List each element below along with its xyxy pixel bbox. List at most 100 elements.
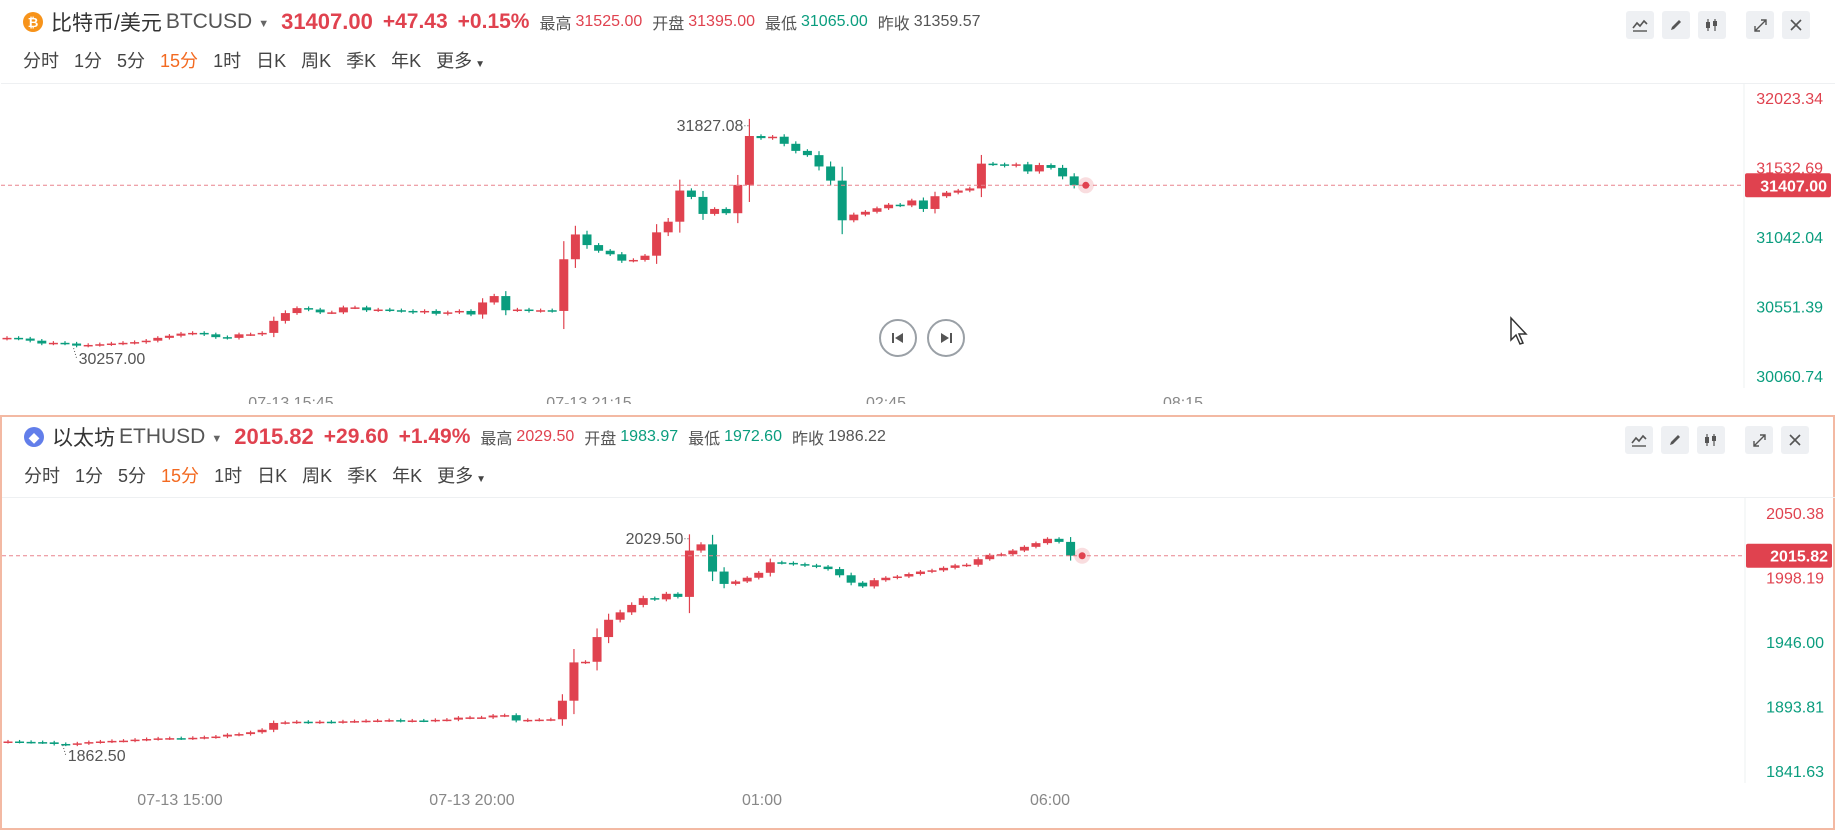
candle-body	[661, 593, 671, 600]
eth-candlestick-svg[interactable]: 2050.38 1998.19 1946.00 1893.81 1841.63 07-13…	[2, 498, 1833, 818]
period-tab[interactable]: 季K	[346, 51, 377, 71]
candle-body	[684, 550, 694, 597]
period-tab[interactable]: 更多 ▼	[436, 51, 486, 71]
candle-body	[38, 742, 48, 744]
candle-body	[686, 190, 696, 197]
period-tab[interactable]: 1分	[74, 51, 103, 71]
y-axis-tick-label: 30060.74	[1756, 369, 1823, 386]
chevron-down-icon[interactable]: ▼	[475, 59, 486, 70]
candle-body	[988, 163, 998, 166]
draw-pen-icon[interactable]	[1662, 11, 1690, 39]
x-axis-tick-label: 07-13 21:15	[546, 395, 632, 404]
candle-body	[420, 310, 430, 313]
btc-candlestick-svg[interactable]: 32023.34 31532.69 31042.04 30551.39 30060.74…	[1, 84, 1835, 404]
eth-symbol-selector[interactable]: ETHUSD	[119, 425, 206, 448]
indicator-icon[interactable]	[1625, 426, 1653, 454]
y-axis-tick-label: 32023.34	[1756, 91, 1823, 108]
candle-body	[581, 661, 590, 664]
eth-period-tabs: 分时 1分 5分 15分 1时 日K 周K 季K 年K 更多 ▼	[24, 462, 501, 488]
candle-body	[731, 581, 741, 584]
close-icon[interactable]	[1782, 11, 1810, 39]
candle-body	[303, 721, 313, 724]
period-tab[interactable]: 日K	[257, 466, 288, 486]
period-tab[interactable]: 季K	[347, 466, 378, 486]
candle-body	[927, 570, 937, 572]
btc-symbol-selector[interactable]: BTCUSD	[165, 10, 253, 33]
period-tab[interactable]: 周K	[302, 466, 333, 486]
mouse-cursor-icon	[1509, 316, 1531, 351]
eth-kline-chart[interactable]: 2050.38 1998.19 1946.00 1893.81 1841.63 07-13…	[2, 497, 1835, 809]
period-tab[interactable]: 更多 ▼	[437, 466, 487, 486]
y-axis-tick-label: 31532.69	[1756, 161, 1823, 178]
candle-body	[788, 562, 798, 565]
expand-icon[interactable]	[1746, 11, 1774, 39]
candle-body	[884, 204, 894, 209]
skip-forward-icon[interactable]	[927, 319, 965, 357]
candle-type-icon[interactable]	[1697, 426, 1725, 454]
candle-body	[1034, 165, 1044, 172]
candle-body	[362, 307, 372, 311]
candle-body	[627, 604, 637, 613]
candle-body	[326, 721, 336, 724]
btc-kline-chart[interactable]: 32023.34 31532.69 31042.04 30551.39 30060.74…	[1, 83, 1835, 404]
chevron-down-icon[interactable]: ▼	[211, 433, 223, 445]
eth-change: +29.60	[323, 425, 389, 448]
candle-body	[246, 732, 256, 735]
candle-body	[756, 136, 766, 139]
period-tab[interactable]: 年K	[392, 466, 423, 486]
candle-body	[640, 255, 650, 260]
draw-pen-icon[interactable]	[1661, 426, 1689, 454]
btc-quote-header: ₿ 比特币/美元 BTCUSD ▼ 31407.00 +47.43 +0.15%…	[23, 9, 990, 35]
btc-low-value: 31065.00	[801, 13, 868, 30]
candle-body	[592, 637, 602, 662]
period-tab[interactable]: 周K	[301, 51, 332, 71]
candle-body	[1058, 167, 1068, 177]
candle-body	[246, 334, 256, 336]
candle-body	[60, 342, 70, 345]
indicator-icon[interactable]	[1626, 11, 1654, 39]
candle-body	[710, 208, 720, 214]
period-tab[interactable]: 1时	[213, 51, 242, 71]
period-tab[interactable]: 1时	[214, 466, 243, 486]
eth-low-value: 1972.60	[724, 428, 782, 445]
close-icon[interactable]	[1781, 426, 1809, 454]
candle-body	[628, 259, 638, 262]
period-tab[interactable]: 分时	[23, 51, 59, 71]
period-tab[interactable]: 年K	[391, 51, 422, 71]
candle-body	[280, 313, 290, 321]
candle-body	[1046, 165, 1056, 168]
min-price-label: 30257.00	[79, 351, 146, 368]
candle-body	[719, 571, 729, 584]
skip-back-icon[interactable]	[879, 319, 917, 357]
chevron-down-icon[interactable]: ▼	[258, 18, 270, 30]
candle-body	[454, 310, 464, 313]
period-tab[interactable]: 日K	[256, 51, 287, 71]
min-price-leader	[73, 348, 78, 359]
candle-body	[615, 612, 625, 620]
candle-body	[965, 188, 975, 191]
candle-body	[477, 717, 487, 719]
candle-body	[257, 729, 267, 733]
eth-prev-label: 昨收	[791, 431, 824, 448]
candle-body	[582, 234, 592, 246]
period-tab[interactable]: 分时	[24, 466, 60, 486]
chevron-down-icon[interactable]: ▼	[476, 474, 487, 485]
candle-body	[292, 308, 302, 314]
candle-body	[570, 234, 580, 260]
expand-icon[interactable]	[1745, 426, 1773, 454]
eth-toolbar	[1617, 426, 1809, 454]
candle-body	[199, 737, 209, 739]
candle-type-icon[interactable]	[1698, 11, 1726, 39]
candle-body	[304, 308, 314, 310]
candle-body	[942, 192, 952, 197]
period-tab[interactable]: 5分	[117, 51, 146, 71]
period-tab[interactable]: 15分	[161, 466, 200, 486]
candle-body	[338, 307, 348, 313]
candle-body	[604, 619, 614, 638]
period-tab[interactable]: 1分	[75, 466, 104, 486]
period-tab[interactable]: 15分	[160, 51, 199, 71]
candle-body	[48, 342, 58, 345]
candle-body	[557, 700, 567, 720]
period-tab[interactable]: 5分	[118, 466, 147, 486]
candle-body	[119, 740, 128, 743]
